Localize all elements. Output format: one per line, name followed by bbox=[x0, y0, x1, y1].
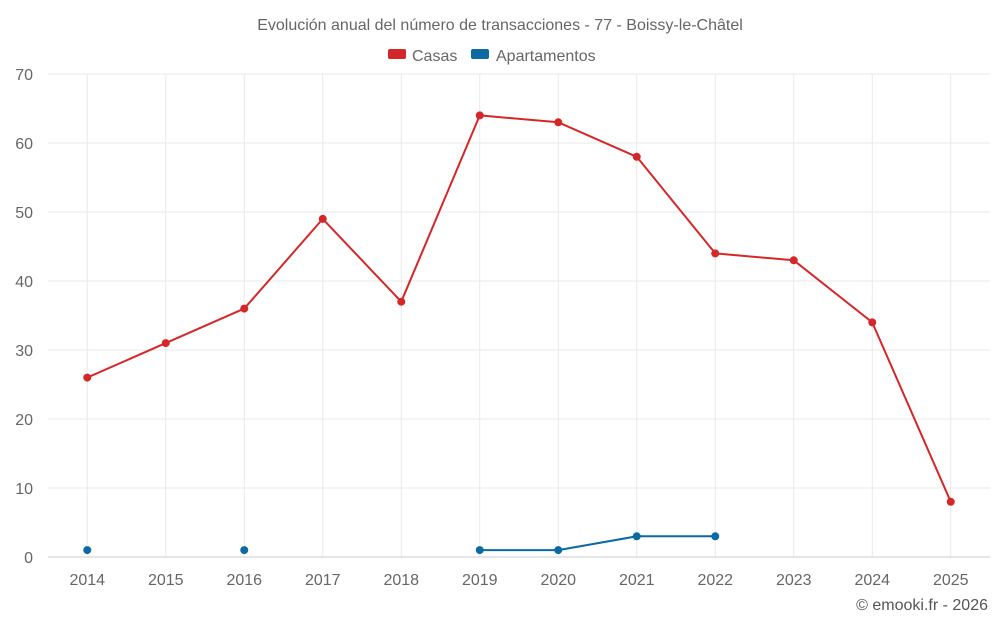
series-line-apartamentos bbox=[479, 535, 716, 552]
data-point-apartamentos-2022[interactable] bbox=[711, 532, 720, 541]
data-point-apartamentos-2021[interactable] bbox=[632, 532, 641, 541]
y-tick-label: 40 bbox=[15, 274, 33, 291]
x-tick-label: 2017 bbox=[305, 572, 341, 589]
data-point-casas-2015[interactable] bbox=[161, 339, 170, 348]
y-tick-label: 20 bbox=[15, 412, 33, 429]
legend-label-apartamentos: Apartamentos bbox=[496, 48, 596, 65]
data-point-apartamentos-2016[interactable] bbox=[240, 546, 249, 555]
legend-item-apartamentos[interactable]: Apartamentos bbox=[471, 48, 596, 65]
credit-text: © emooki.fr - 2026 bbox=[856, 597, 988, 614]
data-point-casas-2023[interactable] bbox=[789, 256, 798, 265]
x-tick-label: 2022 bbox=[697, 572, 733, 589]
x-tick-label: 2019 bbox=[462, 572, 498, 589]
data-point-apartamentos-2019[interactable] bbox=[475, 546, 484, 555]
legend-swatch-apartamentos bbox=[471, 49, 489, 59]
data-point-casas-2020[interactable] bbox=[554, 118, 563, 127]
y-tick-label: 60 bbox=[15, 136, 33, 153]
data-point-casas-2019[interactable] bbox=[475, 111, 484, 120]
series-casas bbox=[83, 111, 955, 506]
chart-title: Evolución anual del número de transaccio… bbox=[257, 17, 743, 34]
data-point-apartamentos-2020[interactable] bbox=[554, 546, 563, 555]
x-tick-label: 2020 bbox=[540, 572, 576, 589]
x-tick-label: 2014 bbox=[69, 572, 105, 589]
x-tick-label: 2021 bbox=[619, 572, 655, 589]
series-apartamentos bbox=[83, 532, 720, 555]
data-point-casas-2014[interactable] bbox=[83, 373, 92, 382]
y-tick-label: 70 bbox=[15, 67, 33, 84]
series bbox=[83, 111, 955, 555]
x-tick-label: 2018 bbox=[383, 572, 419, 589]
y-tick-label: 30 bbox=[15, 343, 33, 360]
x-tick-label: 2024 bbox=[854, 572, 890, 589]
legend-item-casas[interactable]: Casas bbox=[388, 48, 457, 65]
data-point-casas-2021[interactable] bbox=[632, 152, 641, 161]
data-point-casas-2022[interactable] bbox=[711, 249, 720, 258]
x-tick-label: 2025 bbox=[933, 572, 969, 589]
data-point-apartamentos-2014[interactable] bbox=[83, 546, 92, 555]
x-tick-label: 2016 bbox=[226, 572, 262, 589]
grid bbox=[48, 73, 990, 557]
x-tick-label: 2015 bbox=[148, 572, 184, 589]
y-tick-label: 10 bbox=[15, 481, 33, 498]
x-tick-label: 2023 bbox=[776, 572, 812, 589]
data-point-casas-2018[interactable] bbox=[397, 297, 406, 306]
data-point-casas-2025[interactable] bbox=[946, 497, 955, 506]
legend-swatch-casas bbox=[388, 49, 406, 59]
y-tick-label: 50 bbox=[15, 205, 33, 222]
legend-label-casas: Casas bbox=[412, 48, 457, 65]
data-point-casas-2024[interactable] bbox=[868, 318, 877, 327]
legend: Casas Apartamentos bbox=[388, 48, 596, 65]
axes: 0 10 20 30 40 50 60 70 2014 2015 2016 2017 2018 2019 2… bbox=[15, 67, 990, 589]
y-tick-label: 0 bbox=[24, 550, 33, 567]
series-line-casas bbox=[86, 114, 952, 503]
data-point-casas-2016[interactable] bbox=[240, 304, 249, 313]
data-point-casas-2017[interactable] bbox=[318, 214, 327, 223]
